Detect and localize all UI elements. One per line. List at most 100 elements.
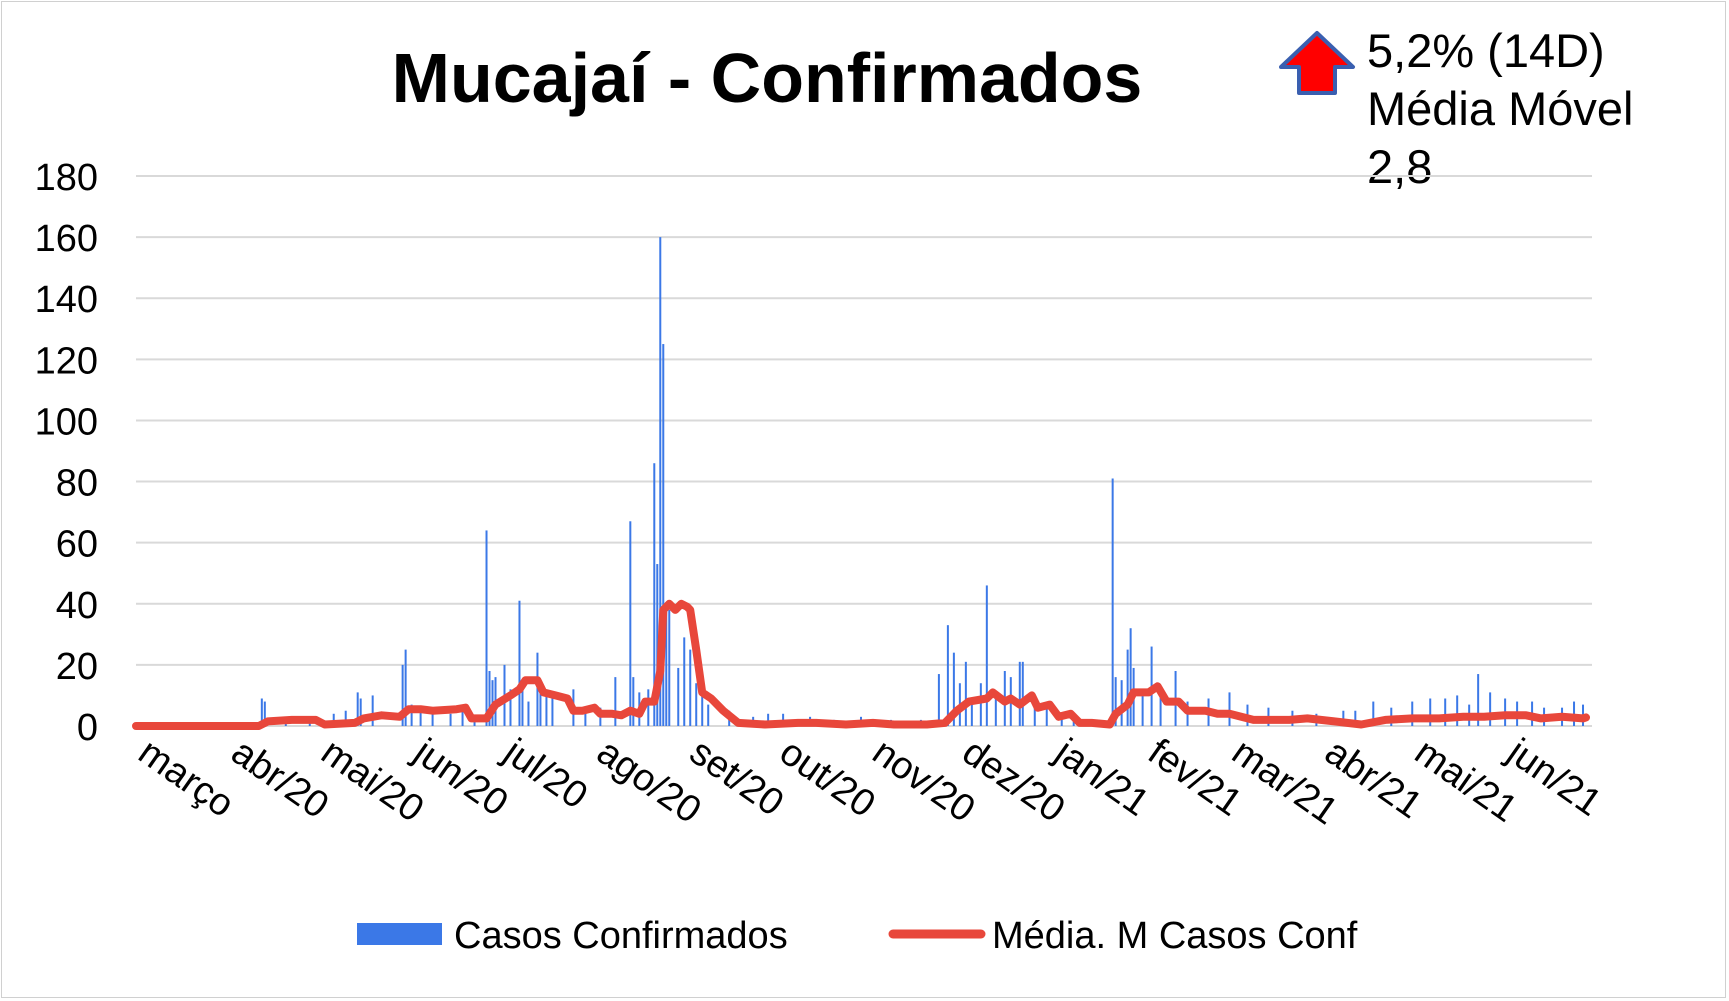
line-series-path [132,599,1590,730]
bar [662,344,665,726]
y-tick-label: 120 [35,340,98,382]
bar [1489,692,1492,726]
bar [1045,704,1048,726]
bar [509,689,512,726]
bar [371,695,374,726]
bar [332,713,335,726]
x-tick-label: fev/21 [1140,731,1249,825]
bar [1111,478,1114,726]
y-tick-label: 160 [35,218,98,260]
bar [1021,661,1024,726]
bar [1159,692,1162,726]
bar [1018,661,1021,726]
x-tick-label: jun/21 [1499,730,1609,824]
bar [410,704,413,726]
bar [545,692,548,726]
bar [994,698,997,726]
grid-lines [136,175,1592,727]
annotation-value: 2,8 [1367,140,1433,193]
y-tick-label: 0 [77,707,98,749]
bar [614,677,617,726]
bar [518,600,521,726]
chart-title: Mucajaí - Confirmados [391,39,1143,117]
y-tick-label: 180 [35,157,98,199]
annotation-text: 5,2% (14D) Média Móvel 2,8 [1367,22,1633,196]
bar [1372,701,1375,726]
legend-label-bars: Casos Confirmados [454,915,788,957]
bar [356,692,359,726]
bar [584,710,587,726]
bar [656,564,659,726]
bar [344,710,347,726]
y-tick-labels: 0 20 40 60 80 100 120 140 160 180 [35,157,98,749]
bar [683,637,686,726]
bar [707,704,710,726]
bar [701,689,704,726]
bar [767,713,770,726]
annotation-change: 5,2% (14D) [1367,24,1605,77]
y-tick-label: 60 [56,524,98,566]
x-tick-label: jul/20 [496,730,595,817]
bar [359,698,362,726]
bar [404,649,407,726]
bar [401,664,404,726]
x-tick-label: mar/21 [1224,731,1345,833]
legend: Casos Confirmados Média. M Casos Conf [357,915,1358,957]
x-tick-label: dez/20 [955,731,1073,831]
y-tick-label: 20 [56,646,98,688]
bar [964,661,967,726]
bar [629,521,632,726]
x-tick-label: nov/20 [865,731,983,831]
bar [461,704,464,726]
bar [665,603,668,726]
bar [970,701,973,726]
x-tick-label: mai/21 [1407,731,1525,831]
x-tick-label: abr/20 [224,731,336,827]
bar [1354,710,1357,726]
y-tick-label: 80 [56,463,98,505]
legend-label-line: Média. M Casos Conf [992,915,1358,957]
bar [539,689,542,726]
y-tick-label: 40 [56,585,98,627]
bar [1129,628,1132,726]
bar [668,609,671,726]
bar [946,625,949,726]
annotation-label: Média Móvel [1367,82,1634,135]
line-series [132,599,1590,730]
bar [677,667,680,726]
bar [521,680,524,726]
legend-swatch-bars [357,923,442,945]
bar [263,701,266,726]
bar [937,674,940,726]
bar [1114,677,1117,726]
bar [485,530,488,726]
x-tick-label: ago/20 [589,731,708,832]
bar [449,713,452,726]
bar [431,707,434,726]
bar [551,695,554,726]
bar [419,710,422,726]
bar [952,652,955,726]
bar [1429,698,1432,726]
y-tick-label: 140 [35,279,98,321]
bar [527,701,530,726]
bar [1342,710,1345,726]
bar [1444,698,1447,726]
bar [1456,695,1459,726]
x-tick-labels: marçoabr/20mai/20jun/20jul/20ago/20set/2… [131,730,1609,833]
arrow-up-icon [1279,31,1355,95]
y-tick-label: 100 [35,401,98,443]
bar [647,689,650,726]
x-tick-label: jan/21 [1047,730,1157,824]
bar [260,698,263,726]
bar [1072,719,1075,726]
bar [1477,674,1480,726]
bar [985,585,988,726]
x-tick-label: março [131,731,242,826]
bar [1228,692,1231,726]
x-tick-label: jun/20 [406,730,516,824]
x-tick-label: mai/20 [314,731,432,831]
bar [1411,701,1414,726]
bar [632,677,635,726]
